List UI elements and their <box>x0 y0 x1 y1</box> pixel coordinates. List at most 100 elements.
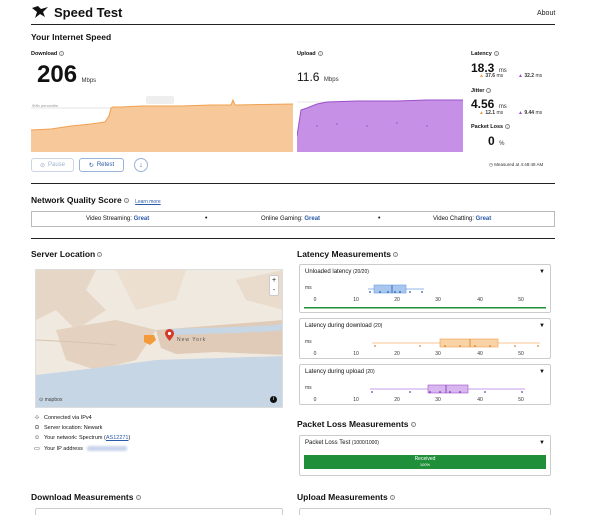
quality-item-chatting: Video Chatting: Great <box>433 216 492 222</box>
latency-up: ▲ 32.2 ms <box>518 73 543 79</box>
svg-text:10: 10 <box>353 351 359 357</box>
download-icon: ↓ <box>139 161 143 169</box>
info-icon[interactable]: i <box>317 51 323 57</box>
separator-dot: • <box>378 215 381 222</box>
person-icon: ☺ <box>34 435 41 441</box>
info-icon[interactable]: i <box>505 124 511 130</box>
your-network-row: ☺ Your network: Spectrum (AS12271) <box>34 435 131 441</box>
pause-button[interactable]: ⊘ Pause <box>31 158 74 172</box>
asn-link[interactable]: AS12271 <box>105 435 129 441</box>
location-pin-icon <box>165 329 174 341</box>
map-city-label: New York <box>177 337 207 343</box>
quality-item-streaming: Video Streaming: Great <box>86 216 150 222</box>
download-chart: 90th percentile <box>31 96 293 152</box>
arrow-down-icon: ▲ <box>479 73 484 79</box>
latency-boxplot-download: ms 0 10 20 30 40 50 <box>305 338 540 357</box>
chevron-down-icon[interactable]: ▼ <box>539 323 545 329</box>
ip-icon: ▭ <box>34 446 40 452</box>
svg-text:0: 0 <box>314 297 317 303</box>
chart-percentile-label: 90th percentile <box>32 103 59 108</box>
logo-icon <box>32 6 48 18</box>
mapbox-attribution: ⊙ mapbox <box>39 397 63 403</box>
info-icon[interactable]: i <box>389 495 395 501</box>
ip-address-redacted <box>86 446 127 451</box>
download-results-button[interactable]: ↓ <box>134 158 148 172</box>
zoom-out-button[interactable]: - <box>272 287 276 294</box>
svg-text:20: 20 <box>394 397 400 403</box>
latency-panel-download: Latency during download (20) ▼ ms 0 10 2… <box>299 318 551 359</box>
mapbox-logo-icon: ⊙ <box>39 397 44 403</box>
zoom-controls: + - <box>269 275 279 296</box>
arrow-down-icon: ▲ <box>479 110 484 116</box>
quality-item-gaming: Online Gaming: Great <box>261 216 321 222</box>
svg-text:20: 20 <box>394 297 400 303</box>
upload-measurements-title: Upload Measurements i <box>297 492 395 502</box>
divider <box>31 183 555 184</box>
connected-via: ⊹ Connected via IPv4 <box>34 414 92 422</box>
info-icon[interactable]: i <box>123 198 129 204</box>
quality-box: Video Streaming: Great • Online Gaming: … <box>31 211 555 227</box>
brand-title: Speed Test <box>54 5 123 20</box>
map[interactable]: New York + - ⊙ mapbox i <box>35 269 283 408</box>
upload-value: 11.6 Mbps <box>297 70 339 84</box>
svg-text:50: 50 <box>518 297 524 303</box>
measured-at: ◷ Measured at 4:48:48 AM <box>489 162 544 167</box>
jitter-up: ▲ 9.44 ms <box>518 110 543 116</box>
latency-label: Latency i <box>471 51 499 57</box>
info-icon[interactable]: i <box>493 51 499 57</box>
svg-text:ms: ms <box>305 285 312 291</box>
svg-text:20: 20 <box>394 351 400 357</box>
upload-chart <box>297 99 463 152</box>
info-icon[interactable]: i <box>59 51 65 57</box>
svg-text:30: 30 <box>435 297 441 303</box>
info-icon[interactable]: i <box>135 495 141 501</box>
packet-loss-value: 0 % <box>488 134 505 148</box>
pause-icon: ⊘ <box>39 162 45 169</box>
received-bar: Received 100% <box>304 455 546 469</box>
svg-text:ms: ms <box>305 385 312 391</box>
packet-loss-panel: Packet Loss Test (1000/1000) ▼ Received … <box>299 435 551 476</box>
divider <box>31 24 555 25</box>
svg-text:40: 40 <box>477 297 483 303</box>
about-link[interactable]: About <box>537 10 556 17</box>
svg-text:50: 50 <box>518 351 524 357</box>
retest-button[interactable]: ↻ Retest <box>79 158 124 172</box>
svg-text:50: 50 <box>518 397 524 403</box>
map-info-icon[interactable]: i <box>270 396 277 403</box>
chevron-down-icon[interactable]: ▼ <box>539 440 545 446</box>
svg-text:30: 30 <box>435 351 441 357</box>
jitter-value: 4.56 ms <box>471 97 507 111</box>
refresh-icon: ↻ <box>88 162 94 169</box>
info-icon[interactable]: i <box>410 422 416 428</box>
svg-text:ms: ms <box>305 339 312 345</box>
arrow-up-icon: ▲ <box>518 110 523 116</box>
received-bar-track: Received 100% <box>304 455 546 469</box>
info-icon[interactable]: i <box>486 88 492 94</box>
latency-panel-unloaded: Unloaded latency (20/20) ▼ ms 0 10 20 30… <box>299 264 551 313</box>
latency-boxplot-upload: ms 0 10 20 30 40 50 <box>305 384 525 403</box>
chevron-down-icon[interactable]: ▼ <box>539 369 545 375</box>
packet-loss-measurements-title: Packet Loss Measurements i <box>297 419 416 429</box>
learn-more-link[interactable]: Learn more <box>135 199 161 205</box>
ip-address-row: ▭ Your IP address <box>34 445 127 452</box>
latency-down: ▲ 37.6 ms <box>479 73 504 79</box>
latency-value: 18.3 ms <box>471 61 507 75</box>
latency-boxplot-unloaded: ms 0 10 20 30 40 50 <box>304 284 546 309</box>
divider <box>31 238 555 239</box>
panel-title: Unloaded latency (20/20) <box>305 269 369 275</box>
svg-text:40: 40 <box>477 397 483 403</box>
panel-title: Latency during upload (20) <box>305 369 375 375</box>
clock-icon: ◷ <box>489 162 493 167</box>
quality-title: Network Quality Score i Learn more <box>31 195 161 205</box>
jitter-label: Jitter i <box>471 88 492 94</box>
info-icon[interactable]: i <box>393 252 399 258</box>
server-location-title: Server Location i <box>31 249 103 259</box>
svg-text:0: 0 <box>314 397 317 403</box>
jitter-down: ▲ 12.1 ms <box>479 110 504 116</box>
chevron-down-icon[interactable]: ▼ <box>539 269 545 275</box>
info-icon[interactable]: i <box>97 252 103 258</box>
zoom-in-button[interactable]: + <box>271 277 277 284</box>
svg-text:0: 0 <box>314 351 317 357</box>
download-label: Download i <box>31 51 65 57</box>
separator-dot: • <box>205 215 208 222</box>
